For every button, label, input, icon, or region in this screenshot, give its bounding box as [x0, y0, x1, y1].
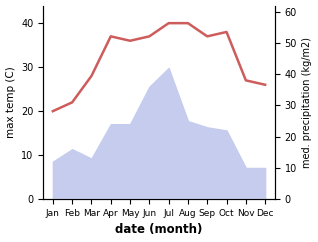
- Y-axis label: max temp (C): max temp (C): [5, 67, 16, 138]
- X-axis label: date (month): date (month): [115, 223, 203, 236]
- Y-axis label: med. precipitation (kg/m2): med. precipitation (kg/m2): [302, 37, 313, 168]
